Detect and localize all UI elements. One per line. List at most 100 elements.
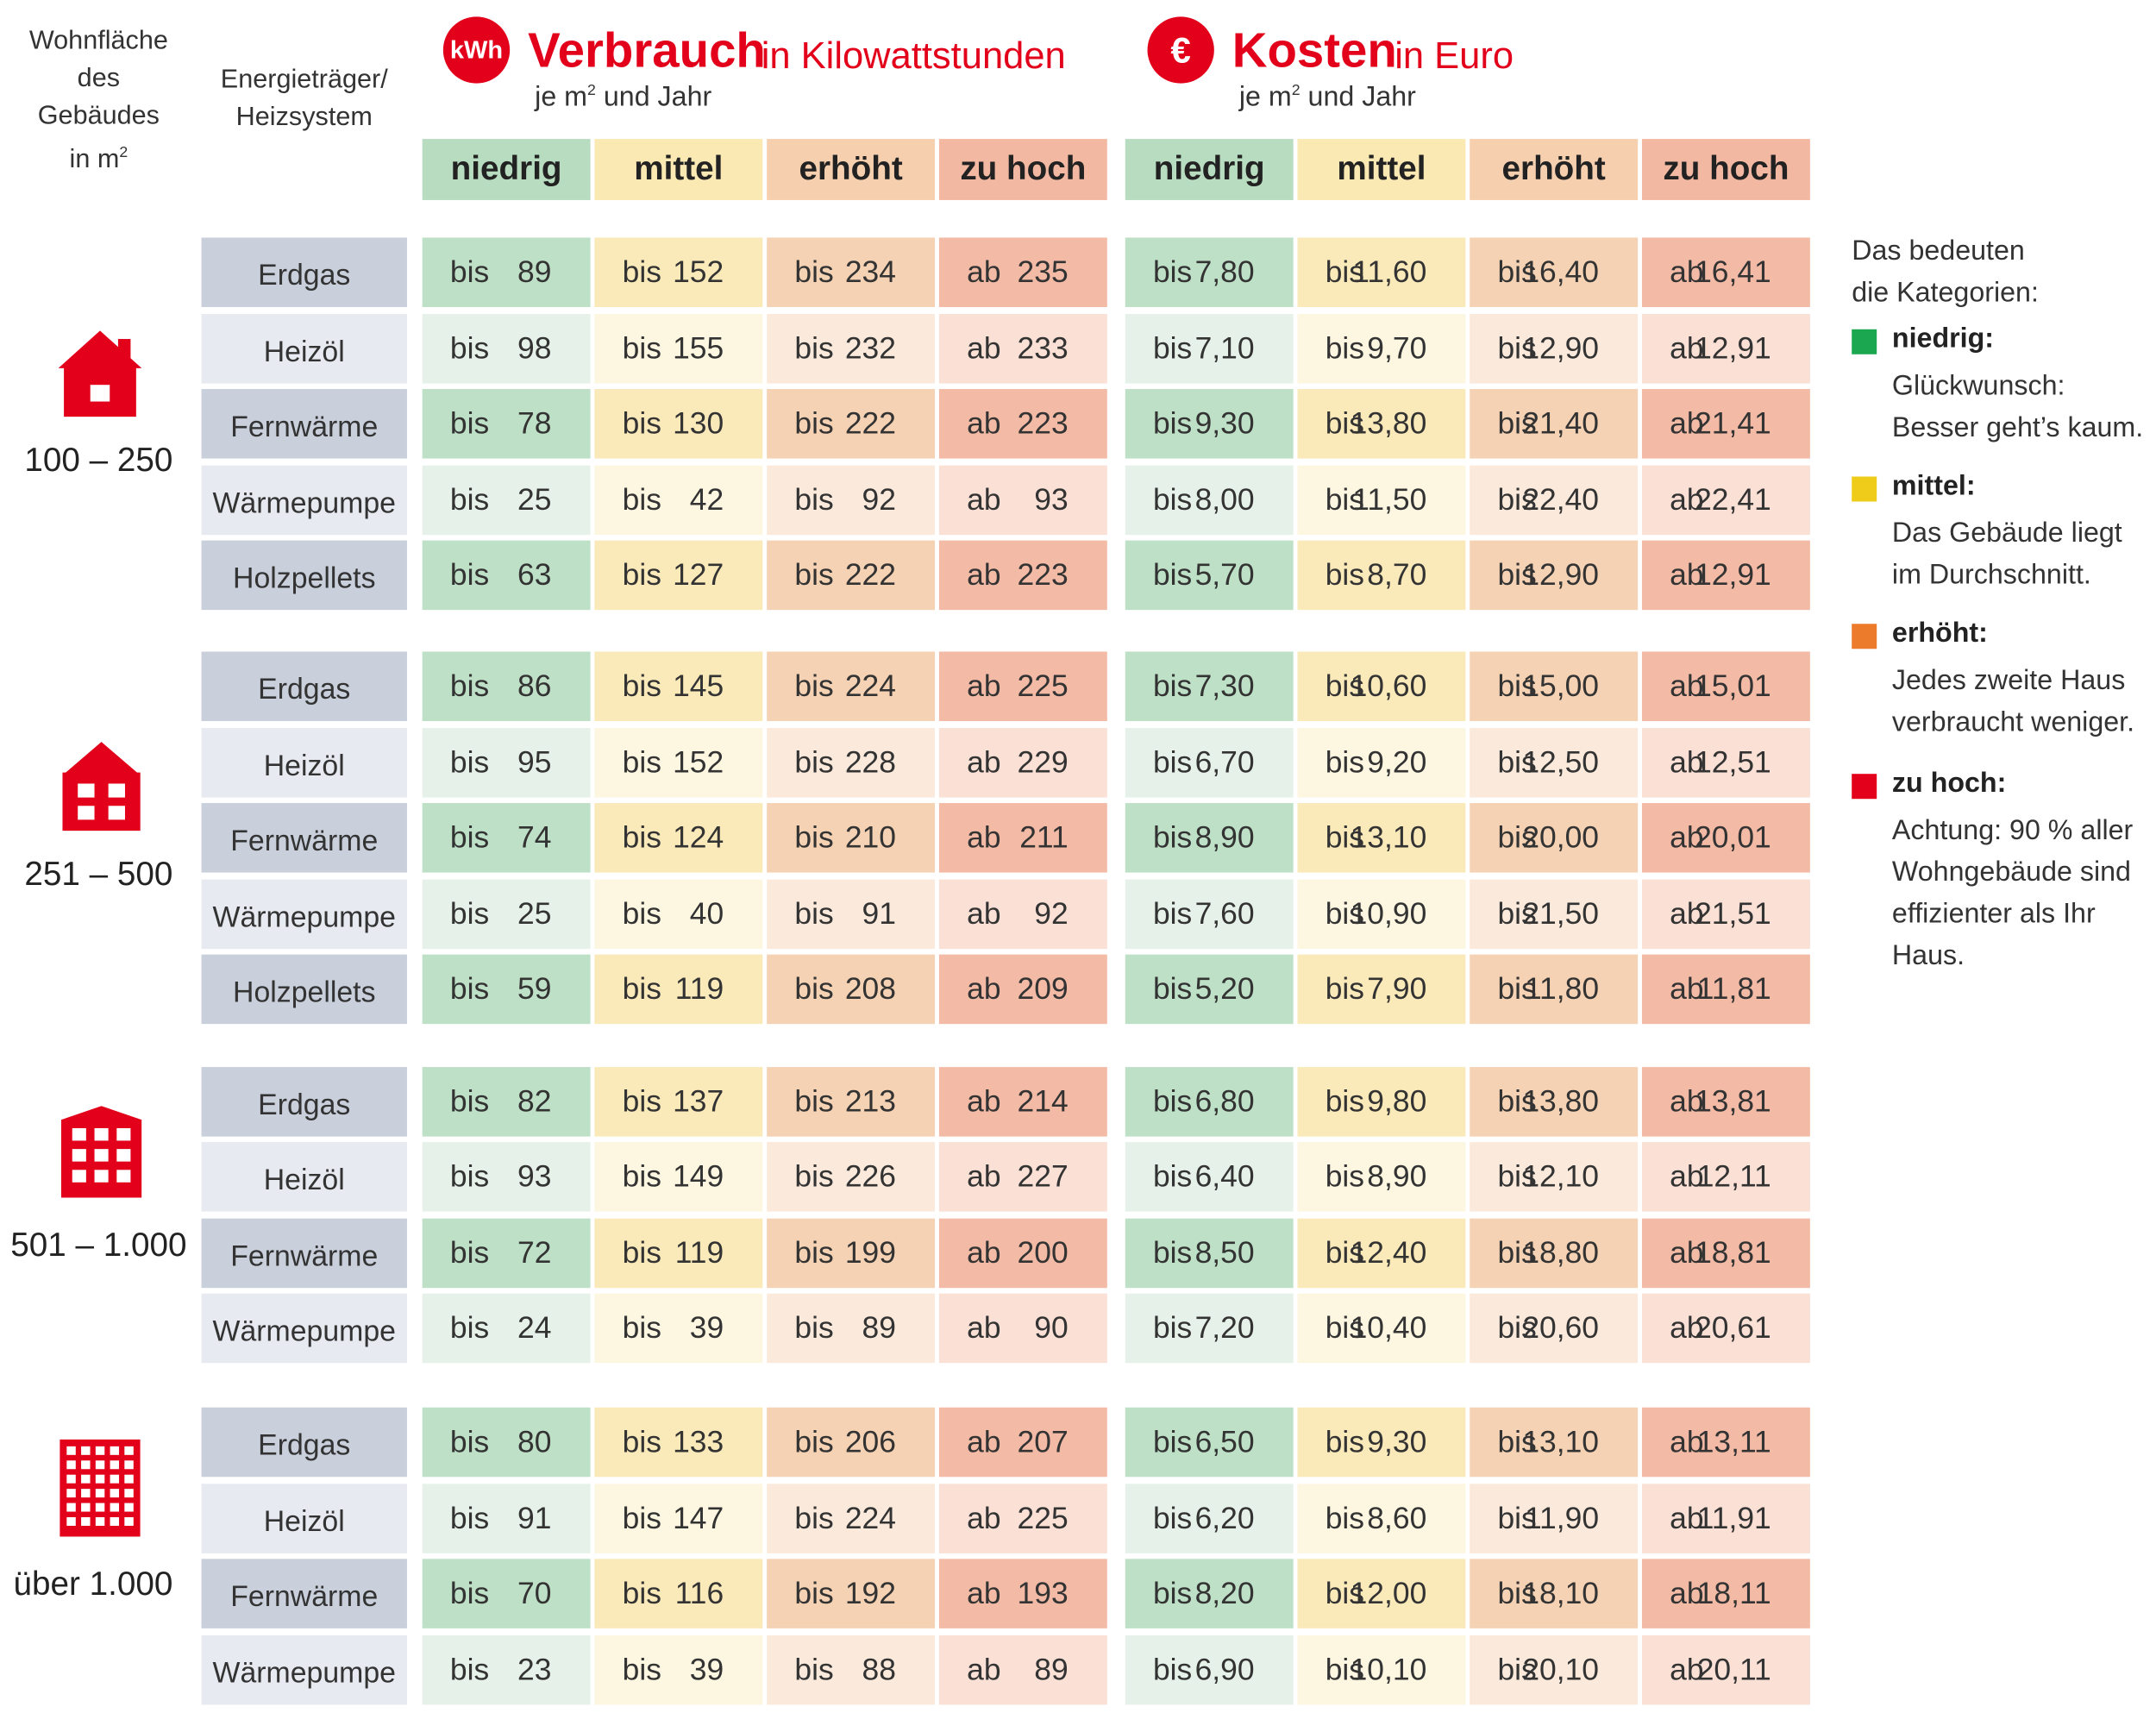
legend-description: Achtung: 90 % aller Wohngebäude sind effiz… bbox=[1892, 810, 2156, 976]
value-prefix: bis bbox=[1152, 254, 1193, 290]
table-row: Heizöl bis 91 bis 147 bis 224 ab 225 bis 6,20 bis 8,… bbox=[0, 1484, 1814, 1553]
value-prefix: bis bbox=[1325, 1083, 1365, 1119]
euro-badge-icon: € bbox=[1147, 16, 1214, 84]
eur-value-cell: bis 13,80 bbox=[1470, 1067, 1639, 1137]
value-prefix: bis bbox=[622, 895, 661, 932]
eur-value-cell: bis 9,80 bbox=[1297, 1067, 1466, 1137]
eur-value-cell: bis 6,50 bbox=[1125, 1407, 1294, 1478]
eur-value-cell: bis 11,90 bbox=[1470, 1484, 1639, 1553]
eur-value-cell: bis 13,80 bbox=[1297, 389, 1466, 459]
eur-value-cell: bis 12,90 bbox=[1470, 314, 1639, 384]
value-prefix: bis bbox=[794, 481, 834, 518]
value: 11,91 bbox=[1696, 1500, 1771, 1535]
kwh-value-cell: bis 199 bbox=[767, 1218, 936, 1289]
value: 18,80 bbox=[1522, 1235, 1600, 1271]
value: 214 bbox=[1017, 1083, 1069, 1119]
value-prefix: bis bbox=[794, 1235, 834, 1271]
consumption-unit: in Kilowattstunden bbox=[761, 35, 1066, 77]
kwh-value-cell: bis 86 bbox=[422, 651, 591, 722]
legend-label: niedrig: bbox=[1891, 323, 1995, 355]
kwh-value-cell: bis 124 bbox=[594, 803, 763, 873]
value: 13,80 bbox=[1350, 405, 1427, 441]
value: 6,80 bbox=[1194, 1083, 1255, 1119]
table-row: Heizöl bis 98 bis 155 bis 232 ab 233 bis 7,10 bis 9,… bbox=[0, 314, 1814, 384]
eur-value-cell: bis 6,80 bbox=[1125, 1067, 1294, 1137]
carrier-label: Erdgas bbox=[201, 1067, 407, 1137]
kwh-value-cell: bis 91 bbox=[767, 879, 936, 950]
table-row: Heizöl bis 93 bis 149 bis 226 ab 227 bis 6,40 bis 8,… bbox=[0, 1142, 1814, 1212]
value: 18,81 bbox=[1695, 1235, 1771, 1271]
eur-value-cell: bis 21,50 bbox=[1470, 879, 1639, 950]
value-prefix: ab bbox=[1670, 1652, 1704, 1687]
value: 13,81 bbox=[1695, 1083, 1771, 1119]
value: 200 bbox=[1017, 1235, 1069, 1271]
value: 133 bbox=[673, 1424, 724, 1459]
value-prefix: bis bbox=[794, 254, 834, 290]
value: 222 bbox=[844, 556, 896, 593]
value-prefix: bis bbox=[1325, 1500, 1365, 1535]
value: 12,11 bbox=[1696, 1158, 1771, 1194]
value-prefix: bis bbox=[1325, 744, 1365, 780]
value-prefix: bis bbox=[1152, 744, 1193, 780]
value: 12,50 bbox=[1522, 744, 1600, 780]
value: 70 bbox=[517, 1575, 552, 1610]
value-prefix: bis bbox=[622, 1083, 661, 1119]
value: 21,50 bbox=[1522, 895, 1600, 932]
value: 211 bbox=[1019, 819, 1069, 855]
value: 86 bbox=[517, 668, 552, 704]
kwh-value-cell: bis 70 bbox=[422, 1559, 591, 1628]
table-row: Fernwärme bis 72 bis 119 bis 199 ab 200 bis 8,50 bi… bbox=[0, 1218, 1814, 1289]
value-prefix: ab bbox=[1670, 254, 1704, 290]
kwh-value-cell: ab 90 bbox=[938, 1293, 1107, 1364]
value: 119 bbox=[674, 970, 724, 1007]
consumption-title: Verbrauch bbox=[528, 23, 766, 78]
value: 21,40 bbox=[1522, 405, 1600, 441]
eur-value-cell: bis 7,20 bbox=[1125, 1293, 1294, 1364]
eur-value-cell: bis 13,10 bbox=[1470, 1407, 1639, 1478]
kwh-value-cell: bis 210 bbox=[767, 803, 936, 873]
eur-value-cell: bis 21,40 bbox=[1470, 389, 1639, 459]
value-prefix: bis bbox=[1152, 1158, 1193, 1194]
value-prefix: bis bbox=[1152, 330, 1193, 366]
value-prefix: bis bbox=[449, 1424, 490, 1459]
value: 22,40 bbox=[1522, 481, 1600, 518]
value: 224 bbox=[844, 668, 896, 704]
cost-category-header-4: zu hoch bbox=[1641, 139, 1810, 200]
value-prefix: bis bbox=[794, 556, 834, 593]
value: 12,40 bbox=[1350, 1235, 1427, 1271]
value: 12,91 bbox=[1695, 330, 1771, 366]
value-prefix: ab bbox=[967, 481, 1001, 518]
value: 209 bbox=[1017, 970, 1069, 1007]
value-prefix: bis bbox=[1497, 1158, 1537, 1194]
value-prefix: bis bbox=[794, 1424, 834, 1459]
legend-swatch-icon bbox=[1852, 329, 1877, 355]
value: 16,40 bbox=[1522, 254, 1600, 290]
value: 232 bbox=[844, 330, 896, 366]
legend-description-line: Glückwunsch: bbox=[1891, 371, 2065, 402]
value-prefix: bis bbox=[1497, 1652, 1537, 1687]
kwh-value-cell: bis 116 bbox=[594, 1559, 763, 1628]
value-prefix: bis bbox=[794, 1652, 834, 1687]
table-row: Wärmepumpe bis 23 bis 39 bis 88 ab 89 bis 6,90 bis 1… bbox=[0, 1635, 1814, 1705]
eur-value-cell: bis 6,70 bbox=[1125, 728, 1294, 798]
value: 9,20 bbox=[1367, 744, 1427, 780]
eur-value-cell: ab 20,01 bbox=[1641, 803, 1810, 873]
value: 7,20 bbox=[1194, 1309, 1255, 1346]
value: 9,30 bbox=[1194, 405, 1255, 441]
value: 7,60 bbox=[1194, 895, 1255, 932]
kwh-value-cell: ab 92 bbox=[938, 879, 1107, 950]
legend-description-line: im Durchschnitt. bbox=[1891, 560, 2091, 591]
table-row: Fernwärme bis 78 bis 130 bis 222 ab 223 bis 9,30 bi… bbox=[0, 389, 1814, 459]
value: 116 bbox=[674, 1575, 724, 1610]
value-prefix: bis bbox=[1497, 668, 1537, 704]
value: 137 bbox=[673, 1083, 724, 1119]
value-prefix: bis bbox=[1152, 1652, 1193, 1687]
value-prefix: bis bbox=[1152, 895, 1193, 932]
value: 24 bbox=[517, 1309, 552, 1346]
kwh-value-cell: ab 223 bbox=[938, 389, 1107, 459]
value: 152 bbox=[673, 254, 724, 290]
value: 207 bbox=[1017, 1424, 1069, 1459]
kwh-value-cell: bis 130 bbox=[594, 389, 763, 459]
value: 21,41 bbox=[1695, 405, 1771, 441]
value: 6,40 bbox=[1194, 1158, 1255, 1194]
